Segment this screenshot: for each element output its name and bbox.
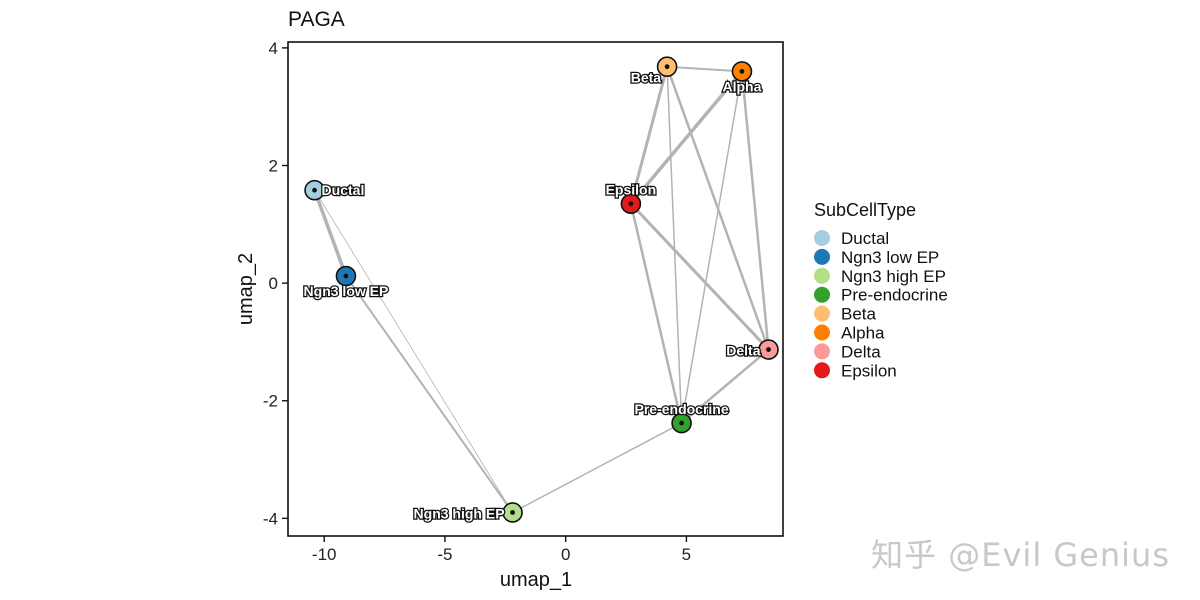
edge-alpha-delta bbox=[740, 70, 770, 351]
node-center-dot bbox=[664, 64, 670, 70]
node-label-alpha: Alpha bbox=[723, 78, 762, 94]
node-center-dot bbox=[343, 273, 349, 279]
legend-label-epsilon: Epsilon bbox=[841, 361, 897, 380]
node-center-dot bbox=[766, 347, 771, 352]
node-label-ngn3-high-ep: Ngn3 high EP bbox=[414, 505, 505, 521]
y-axis-title: umap_2 bbox=[235, 253, 257, 325]
legend-swatch-epsilon bbox=[814, 362, 830, 379]
edge-ductal-ngn3-high-ep bbox=[314, 189, 513, 513]
legend-swatch-beta bbox=[814, 305, 830, 322]
node-center-dot bbox=[628, 201, 634, 207]
legend-label-ductal: Ductal bbox=[841, 229, 889, 248]
legend-label-pre-endocrine: Pre-endocrine bbox=[841, 286, 948, 305]
edge-pre-endocrine-beta bbox=[666, 65, 683, 424]
edge-pre-endocrine-delta bbox=[680, 348, 770, 425]
legend-swatch-alpha bbox=[814, 324, 830, 341]
y-tick-label: 0 bbox=[269, 274, 278, 293]
edge-ductal-ngn3-low-ep bbox=[312, 188, 348, 278]
node-label-delta: Delta bbox=[726, 343, 760, 359]
legend-label-delta: Delta bbox=[841, 342, 881, 361]
node-labels-layer: Ductal Ngn3 low EP Ngn3 high EP Pre-endocri… bbox=[302, 68, 763, 522]
legend-title: SubCellType bbox=[814, 200, 916, 220]
legend-swatch-ductal bbox=[814, 230, 830, 246]
legend-swatch-ngn3-low-ep bbox=[814, 248, 830, 265]
x-axis-title: umap_1 bbox=[500, 569, 572, 591]
edge-epsilon-delta bbox=[629, 202, 771, 352]
node-center-dot bbox=[739, 69, 745, 74]
x-tick-label: -10 bbox=[312, 545, 337, 564]
legend-label-beta: Beta bbox=[841, 305, 877, 324]
x-axis: -10 -5 0 5 bbox=[312, 536, 691, 564]
edge-ngn3-low-ep-ngn3-high-ep bbox=[344, 275, 514, 514]
legend-swatch-delta bbox=[814, 343, 830, 360]
legend-label-ngn3-low-ep: Ngn3 low EP bbox=[841, 248, 939, 267]
legend-swatch-ngn3-high-ep bbox=[814, 267, 830, 284]
legend-label-alpha: Alpha bbox=[841, 324, 885, 343]
nodes-layer bbox=[304, 56, 779, 523]
edge-epsilon-alpha bbox=[629, 69, 744, 206]
node-label-ngn3-low-ep: Ngn3 low EP bbox=[304, 283, 389, 299]
y-tick-label: 2 bbox=[269, 157, 278, 176]
node-center-dot bbox=[510, 510, 515, 515]
x-tick-label: 0 bbox=[561, 545, 570, 564]
node-label-ductal: Ductal bbox=[322, 182, 365, 198]
y-tick-label: -2 bbox=[263, 392, 278, 411]
legend-swatch-pre-endocrine bbox=[814, 286, 830, 303]
legend-label-ngn3-high-ep: Ngn3 high EP bbox=[841, 267, 946, 286]
edge-ngn3-high-ep-pre-endocrine bbox=[511, 422, 683, 514]
edge-pre-endocrine-epsilon bbox=[629, 202, 683, 425]
edge-beta-delta bbox=[665, 65, 770, 351]
plot-title: PAGA bbox=[288, 8, 345, 31]
edge-pre-endocrine-alpha bbox=[680, 70, 743, 424]
edge-beta-alpha bbox=[666, 65, 743, 73]
edge-beta-epsilon bbox=[629, 65, 669, 206]
plot-frame bbox=[287, 41, 784, 537]
watermark: 知乎 @Evil Genius bbox=[871, 536, 1170, 574]
node-center-dot bbox=[312, 187, 317, 193]
node-label-beta: Beta bbox=[631, 70, 662, 86]
y-axis: -4 -2 0 2 4 bbox=[263, 39, 288, 528]
y-tick-label: 4 bbox=[269, 39, 278, 58]
y-tick-label: -4 bbox=[263, 509, 278, 528]
node-label-epsilon: Epsilon bbox=[606, 182, 657, 198]
x-tick-label: -5 bbox=[437, 545, 452, 564]
x-tick-label: 5 bbox=[682, 545, 691, 564]
edges-layer bbox=[312, 65, 771, 514]
node-center-dot bbox=[679, 420, 684, 426]
node-label-pre-endocrine: Pre-endocrine bbox=[635, 401, 729, 417]
